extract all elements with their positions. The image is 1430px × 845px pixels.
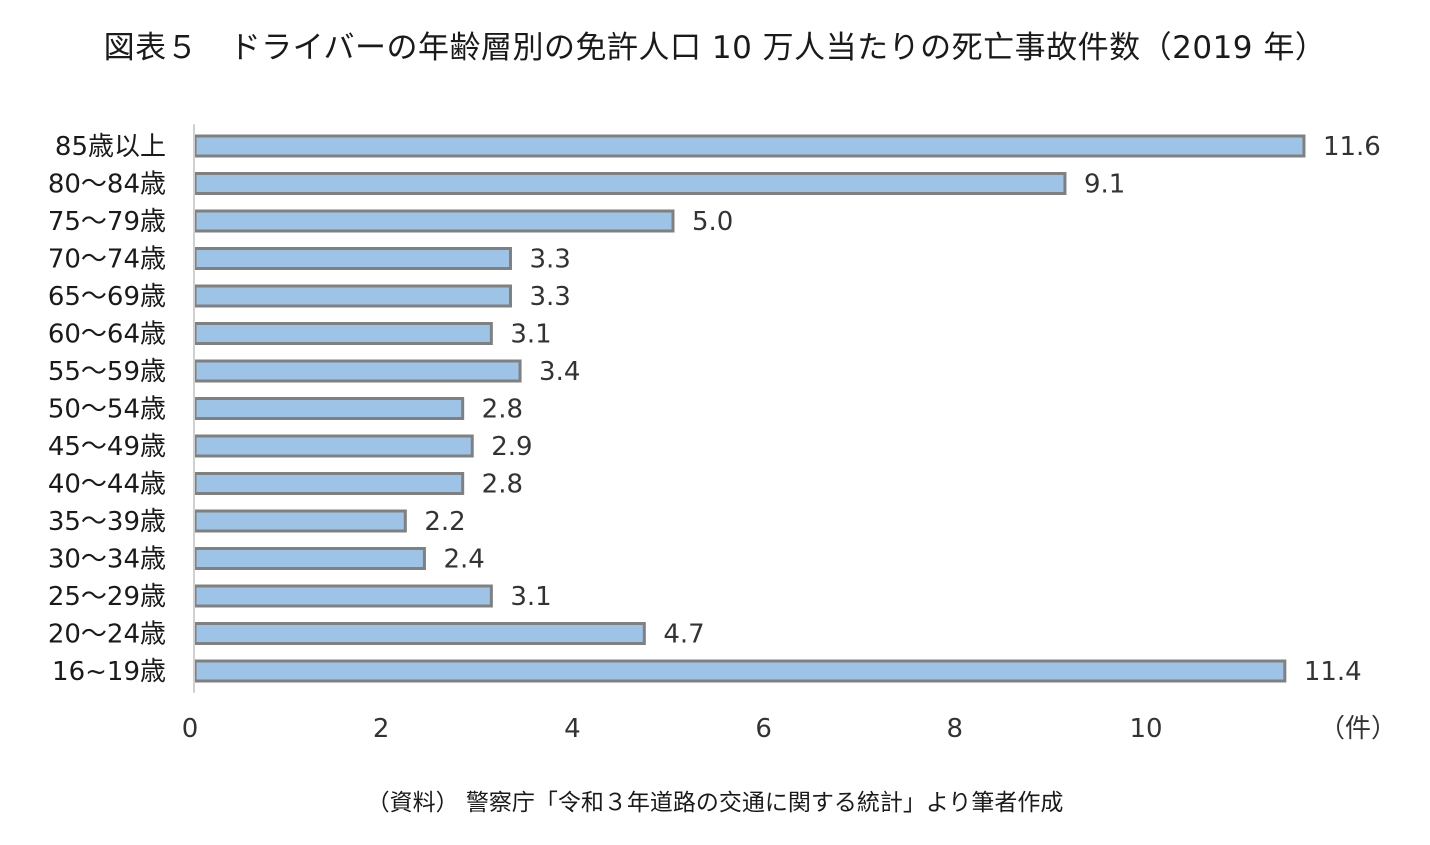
category-label: 80〜84歳 [48,170,166,200]
category-label: 50〜54歳 [48,395,166,425]
x-axis-unit-label: （件） [1319,714,1397,744]
bar-13 [193,622,646,645]
category-label: 30〜34歳 [48,545,166,575]
category-label: 35〜39歳 [48,507,166,537]
bar-chart: 85歳以上 80〜84歳 75〜79歳 70〜74歳 65〜69歳 60〜64歳 55〜59… [48,124,1397,744]
category-labels-group: 85歳以上 80〜84歳 75〜79歳 70〜74歳 65〜69歳 60〜64歳 55〜59… [48,132,166,687]
bar-11 [193,547,426,570]
bar-5 [193,322,493,345]
bar-10 [193,509,407,533]
data-label: 2.2 [424,507,465,537]
bar-7 [193,397,465,420]
bar-2 [193,209,675,233]
category-label: 55〜59歳 [48,357,166,387]
data-labels-group: 11.6 9.1 5.0 3.3 3.3 3.1 3.4 2.8 2.9 2.8 2.2 2.4 3.1… [424,132,1381,687]
bar-3 [193,247,512,270]
data-label: 11.6 [1323,132,1381,162]
bar-8 [193,434,474,458]
bar-4 [193,284,512,308]
x-tick-labels-group: 0 2 4 6 8 10 [182,714,1163,744]
data-label: 2.8 [482,395,523,425]
source-note: （資料） 警察庁「令和３年道路の交通に関する統計」より筆者作成 [366,790,1064,816]
bars-group [193,134,1306,683]
x-tick-label: 0 [182,714,199,744]
data-label: 4.7 [663,620,704,650]
data-label: 3.3 [529,282,570,312]
data-label: 9.1 [1084,170,1125,200]
category-label: 85歳以上 [55,132,166,162]
category-label: 45〜49歳 [48,432,166,462]
category-label: 25〜29歳 [48,582,166,612]
bar-9 [193,472,465,495]
data-label: 3.1 [510,582,551,612]
x-tick-label: 4 [564,714,581,744]
bar-1 [193,172,1067,195]
data-label: 2.8 [482,470,523,500]
category-label: 40〜44歳 [48,470,166,500]
x-tick-label: 8 [947,714,964,744]
category-label: 75〜79歳 [48,207,166,237]
bar-6 [193,359,522,383]
bar-0 [193,134,1306,158]
bar-14 [193,659,1287,683]
chart-title: 図表５ ドライバーの年齢層別の免許人口 10 万人当たりの死亡事故件数（2019… [103,30,1327,66]
x-tick-label: 10 [1129,714,1162,744]
data-label: 5.0 [692,207,733,237]
data-label: 3.3 [529,245,570,275]
bar-12 [193,584,493,608]
category-label: 16~19歳 [52,657,166,687]
category-label: 65〜69歳 [48,282,166,312]
data-label: 3.1 [510,320,551,350]
category-label: 70〜74歳 [48,245,166,275]
data-label: 2.4 [443,545,484,575]
x-tick-label: 6 [755,714,772,744]
data-label: 3.4 [539,357,580,387]
category-label: 20〜24歳 [48,620,166,650]
data-label: 11.4 [1304,657,1362,687]
x-tick-label: 2 [373,714,390,744]
data-label: 2.9 [491,432,532,462]
category-label: 60〜64歳 [48,320,166,350]
